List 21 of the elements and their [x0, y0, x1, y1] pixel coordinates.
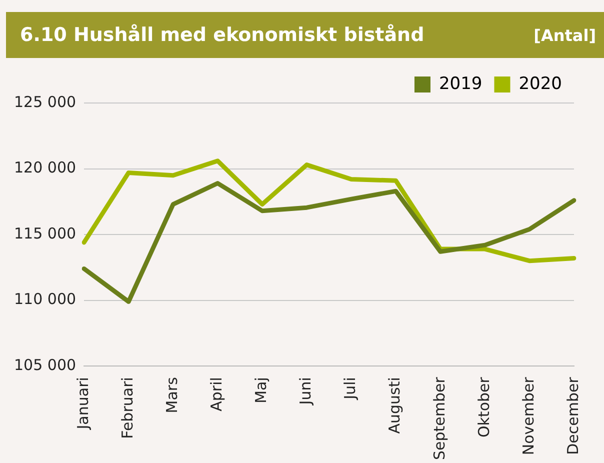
x-tick-label: Januari — [74, 377, 92, 430]
x-tick-label: Februari — [118, 377, 136, 439]
x-tick-label: Augusti — [386, 377, 404, 434]
x-tick-label: April — [208, 377, 226, 412]
x-tick-label: Juni — [296, 377, 315, 406]
legend-label: 2020 — [518, 74, 562, 94]
x-tick-label: December — [564, 376, 582, 455]
chart-title: 6.10 Hushåll med ekonomiskt bistånd — [20, 24, 424, 46]
y-tick-label: 120 000 — [14, 158, 76, 177]
chart-subtitle: [Antal] — [534, 26, 596, 44]
x-tick-label: Juli — [341, 377, 360, 400]
x-tick-label: September — [430, 376, 448, 460]
y-tick-label: 110 000 — [14, 290, 76, 308]
x-tick-label: November — [519, 376, 538, 456]
y-tick-label: 105 000 — [14, 356, 76, 374]
y-tick-label: 125 000 — [14, 92, 76, 111]
legend-label: 2019 — [438, 74, 482, 94]
x-tick-label: Maj — [252, 377, 270, 404]
x-tick-label: Mars — [163, 376, 182, 414]
y-tick-label: 115 000 — [14, 224, 76, 242]
x-tick-label: Oktober — [474, 376, 493, 438]
